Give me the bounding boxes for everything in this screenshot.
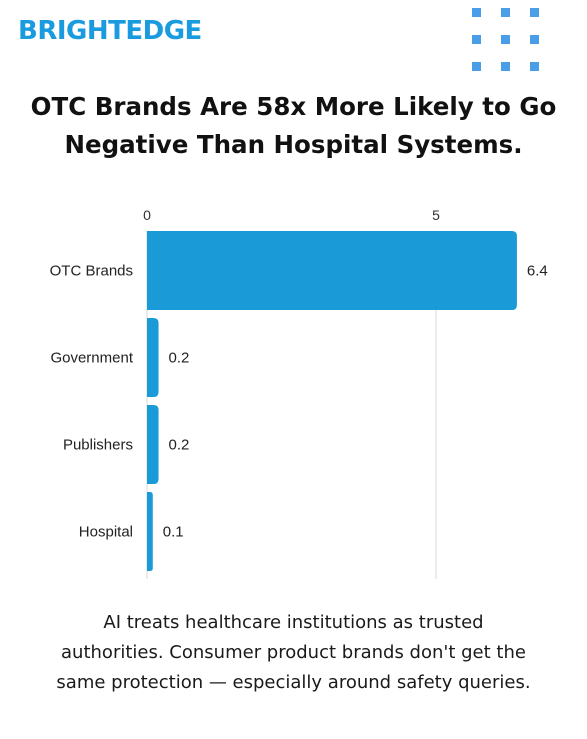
bar xyxy=(147,405,159,484)
data-label: 0.2 xyxy=(169,437,190,454)
category-label: Publishers xyxy=(63,437,133,454)
x-tick-label: 5 xyxy=(432,207,440,223)
data-label: 6.4 xyxy=(527,263,548,280)
x-tick-label: 0 xyxy=(143,207,151,223)
data-label: 0.2 xyxy=(169,350,190,367)
bar xyxy=(147,231,517,310)
caption-line-1: AI treats healthcare institutions as tru… xyxy=(103,612,484,633)
bar-chart: 0 5 OTC Brands 6.4 Government 0.2 Publishers 0.… xyxy=(50,207,548,579)
bar xyxy=(147,492,153,571)
category-label: Hospital xyxy=(79,524,133,541)
brightedge-logo: BRIGHTEDGE xyxy=(18,16,202,46)
chart-title-line-1: OTC Brands Are 58x More Likely to Go xyxy=(30,92,557,121)
dot-grid-decoration xyxy=(470,8,560,72)
bar xyxy=(147,318,159,397)
caption-line-2: authorities. Consumer product brands don… xyxy=(61,642,526,663)
chart-title-line-2: Negative Than Hospital Systems. xyxy=(64,130,523,159)
chart-title: OTC Brands Are 58x More Likely to Go Neg… xyxy=(0,88,587,164)
caption-line-3: same protection — especially around safe… xyxy=(56,672,531,693)
category-label: Government xyxy=(50,350,133,367)
caption: AI treats healthcare institutions as tru… xyxy=(0,608,587,698)
category-label: OTC Brands xyxy=(50,263,133,280)
data-label: 0.1 xyxy=(163,524,184,541)
